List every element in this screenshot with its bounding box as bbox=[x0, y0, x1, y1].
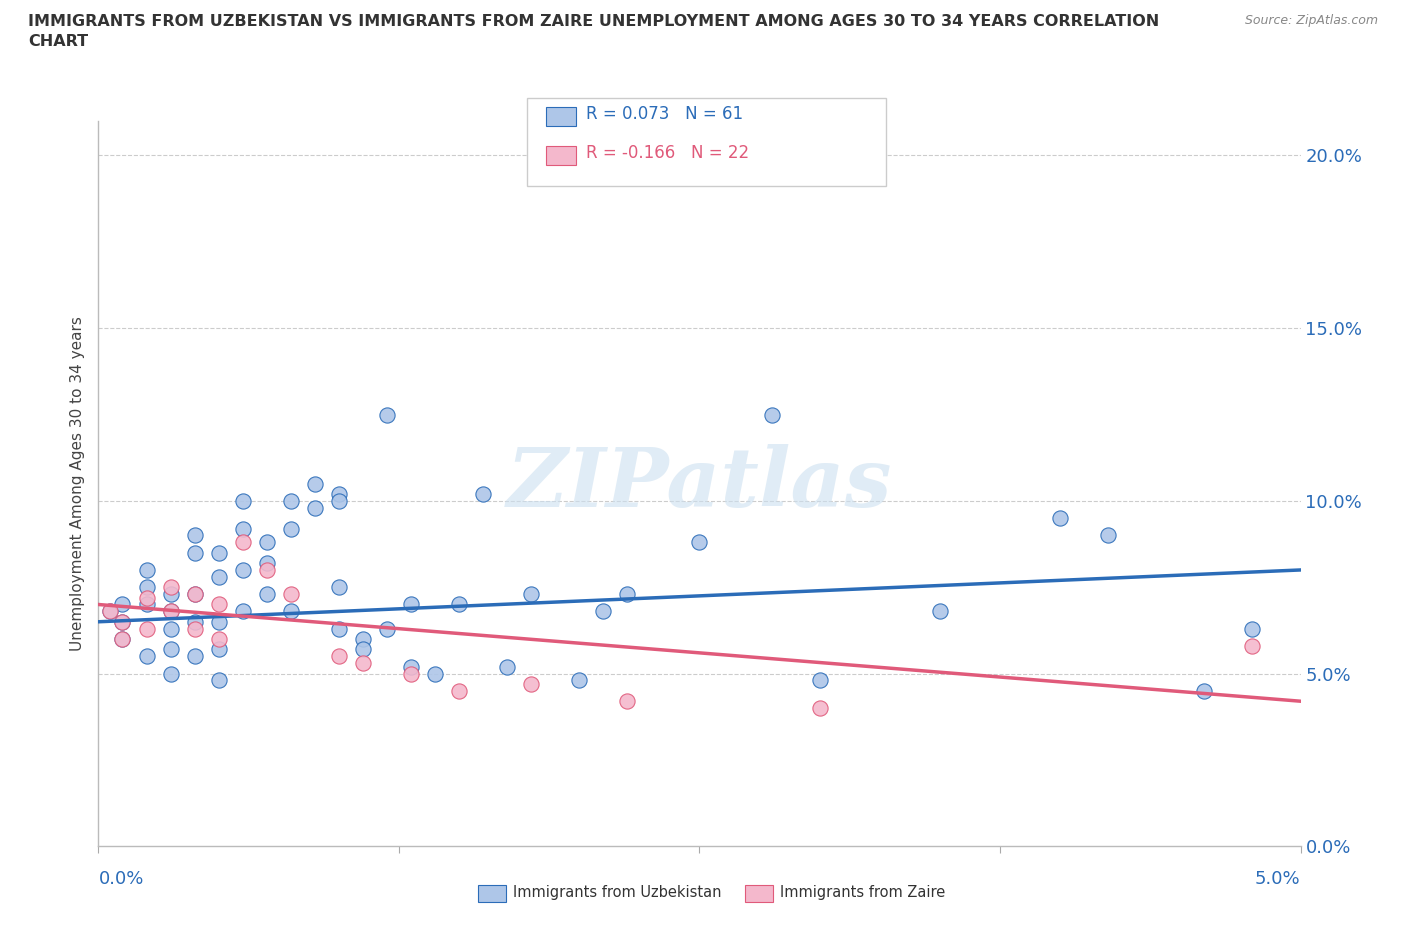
Point bbox=[256, 555, 278, 570]
Point bbox=[472, 486, 495, 501]
Point bbox=[183, 587, 205, 602]
Point bbox=[520, 587, 543, 602]
Point bbox=[1194, 684, 1216, 698]
Point bbox=[183, 587, 205, 602]
Point bbox=[808, 700, 831, 715]
Point bbox=[232, 535, 254, 550]
Point bbox=[232, 563, 254, 578]
Point bbox=[183, 615, 205, 630]
Text: Immigrants from Uzbekistan: Immigrants from Uzbekistan bbox=[513, 885, 721, 900]
Text: 5.0%: 5.0% bbox=[1256, 870, 1301, 888]
Point bbox=[280, 604, 302, 618]
Point bbox=[111, 615, 134, 630]
Point bbox=[929, 604, 952, 618]
Point bbox=[135, 649, 157, 664]
Point bbox=[447, 684, 470, 698]
Point bbox=[328, 579, 350, 594]
Point bbox=[256, 535, 278, 550]
Text: R = 0.073   N = 61: R = 0.073 N = 61 bbox=[586, 105, 744, 124]
Point bbox=[135, 591, 157, 605]
Point bbox=[232, 604, 254, 618]
Point bbox=[100, 604, 122, 618]
Point bbox=[280, 494, 302, 509]
Point bbox=[183, 621, 205, 636]
Point bbox=[304, 500, 326, 515]
Point bbox=[447, 597, 470, 612]
Point bbox=[159, 621, 181, 636]
Point bbox=[352, 631, 374, 646]
Point bbox=[208, 631, 231, 646]
Point bbox=[159, 604, 181, 618]
Point bbox=[232, 521, 254, 536]
Point bbox=[159, 666, 181, 681]
Point bbox=[520, 676, 543, 691]
Point bbox=[135, 563, 157, 578]
Point bbox=[328, 486, 350, 501]
Text: Source: ZipAtlas.com: Source: ZipAtlas.com bbox=[1244, 14, 1378, 27]
Point bbox=[616, 587, 638, 602]
Point bbox=[352, 642, 374, 657]
Point bbox=[256, 563, 278, 578]
Point bbox=[100, 604, 122, 618]
Point bbox=[159, 579, 181, 594]
Text: IMMIGRANTS FROM UZBEKISTAN VS IMMIGRANTS FROM ZAIRE UNEMPLOYMENT AMONG AGES 30 T: IMMIGRANTS FROM UZBEKISTAN VS IMMIGRANTS… bbox=[28, 14, 1160, 29]
Point bbox=[328, 649, 350, 664]
Point bbox=[1049, 511, 1071, 525]
Point bbox=[399, 659, 422, 674]
Point bbox=[352, 656, 374, 671]
Point bbox=[496, 659, 519, 674]
Point bbox=[183, 545, 205, 560]
Text: CHART: CHART bbox=[28, 34, 89, 49]
Point bbox=[135, 597, 157, 612]
Point bbox=[328, 494, 350, 509]
Point bbox=[568, 673, 591, 688]
Point bbox=[808, 673, 831, 688]
Point bbox=[304, 476, 326, 491]
Point bbox=[159, 642, 181, 657]
Point bbox=[111, 597, 134, 612]
Point bbox=[159, 587, 181, 602]
Point bbox=[280, 587, 302, 602]
Text: ZIPatlas: ZIPatlas bbox=[506, 444, 893, 524]
Point bbox=[399, 597, 422, 612]
Point bbox=[1097, 528, 1119, 543]
Point bbox=[375, 407, 398, 422]
Point bbox=[1241, 621, 1264, 636]
Point bbox=[761, 407, 783, 422]
Point bbox=[208, 615, 231, 630]
Point bbox=[256, 587, 278, 602]
Point bbox=[232, 494, 254, 509]
Point bbox=[208, 597, 231, 612]
Point bbox=[159, 604, 181, 618]
Point bbox=[1241, 639, 1264, 654]
Point bbox=[135, 579, 157, 594]
Point bbox=[280, 521, 302, 536]
Point bbox=[111, 631, 134, 646]
Point bbox=[375, 621, 398, 636]
Point bbox=[183, 528, 205, 543]
Point bbox=[208, 545, 231, 560]
Point bbox=[183, 649, 205, 664]
Point bbox=[592, 604, 614, 618]
Point bbox=[135, 621, 157, 636]
Text: 0.0%: 0.0% bbox=[98, 870, 143, 888]
Text: R = -0.166   N = 22: R = -0.166 N = 22 bbox=[586, 144, 749, 163]
Point bbox=[111, 615, 134, 630]
Text: Immigrants from Zaire: Immigrants from Zaire bbox=[780, 885, 946, 900]
Point bbox=[689, 535, 711, 550]
Point bbox=[208, 642, 231, 657]
Point bbox=[111, 631, 134, 646]
Y-axis label: Unemployment Among Ages 30 to 34 years: Unemployment Among Ages 30 to 34 years bbox=[70, 316, 86, 651]
Point bbox=[423, 666, 446, 681]
Point bbox=[208, 673, 231, 688]
Point bbox=[328, 621, 350, 636]
Point bbox=[208, 569, 231, 584]
Point bbox=[399, 666, 422, 681]
Point bbox=[616, 694, 638, 709]
